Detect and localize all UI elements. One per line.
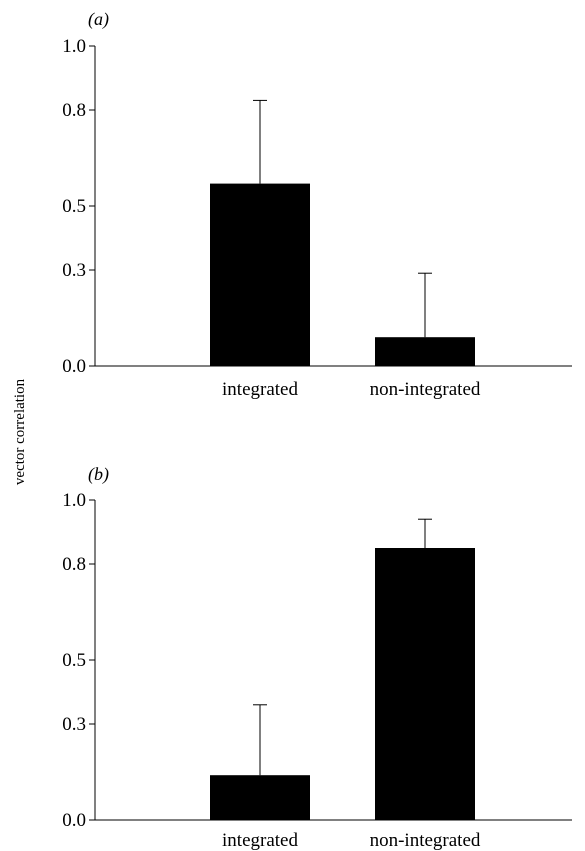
- y-tick-label: 0.5: [62, 650, 86, 671]
- y-tick-label: 0.0: [62, 810, 86, 831]
- y-axis-label: vector correlation: [12, 378, 28, 485]
- category-label-integrated: integrated: [222, 830, 298, 851]
- y-tick-label: 1.0: [62, 490, 86, 511]
- y-tick-label: 0.0: [62, 356, 86, 377]
- bar-integrated: [210, 775, 310, 820]
- y-tick-label: 0.8: [62, 100, 86, 121]
- y-tick-label: 1.0: [62, 36, 86, 57]
- category-label-non-integrated: non-integrated: [370, 379, 481, 400]
- y-tick-label: 0.5: [62, 196, 86, 217]
- panel-a: (a) 0.0 0.3 0.5 0.8 1.0 integrated non-integrat…: [62, 9, 572, 400]
- y-tick-label: 0.8: [62, 554, 86, 575]
- bar-non-integrated: [375, 337, 475, 366]
- panel-label: (a): [88, 9, 109, 30]
- y-tick-label: 0.3: [62, 714, 86, 735]
- panel-label: (b): [88, 464, 109, 485]
- bar-integrated: [210, 183, 310, 366]
- category-label-integrated: integrated: [222, 379, 298, 400]
- category-label-non-integrated: non-integrated: [370, 830, 481, 851]
- y-tick-label: 0.3: [62, 260, 86, 281]
- panel-b: (b) 0.0 0.3 0.5 0.8 1.0 integrated non-integrat…: [62, 464, 572, 851]
- bar-non-integrated: [375, 548, 475, 820]
